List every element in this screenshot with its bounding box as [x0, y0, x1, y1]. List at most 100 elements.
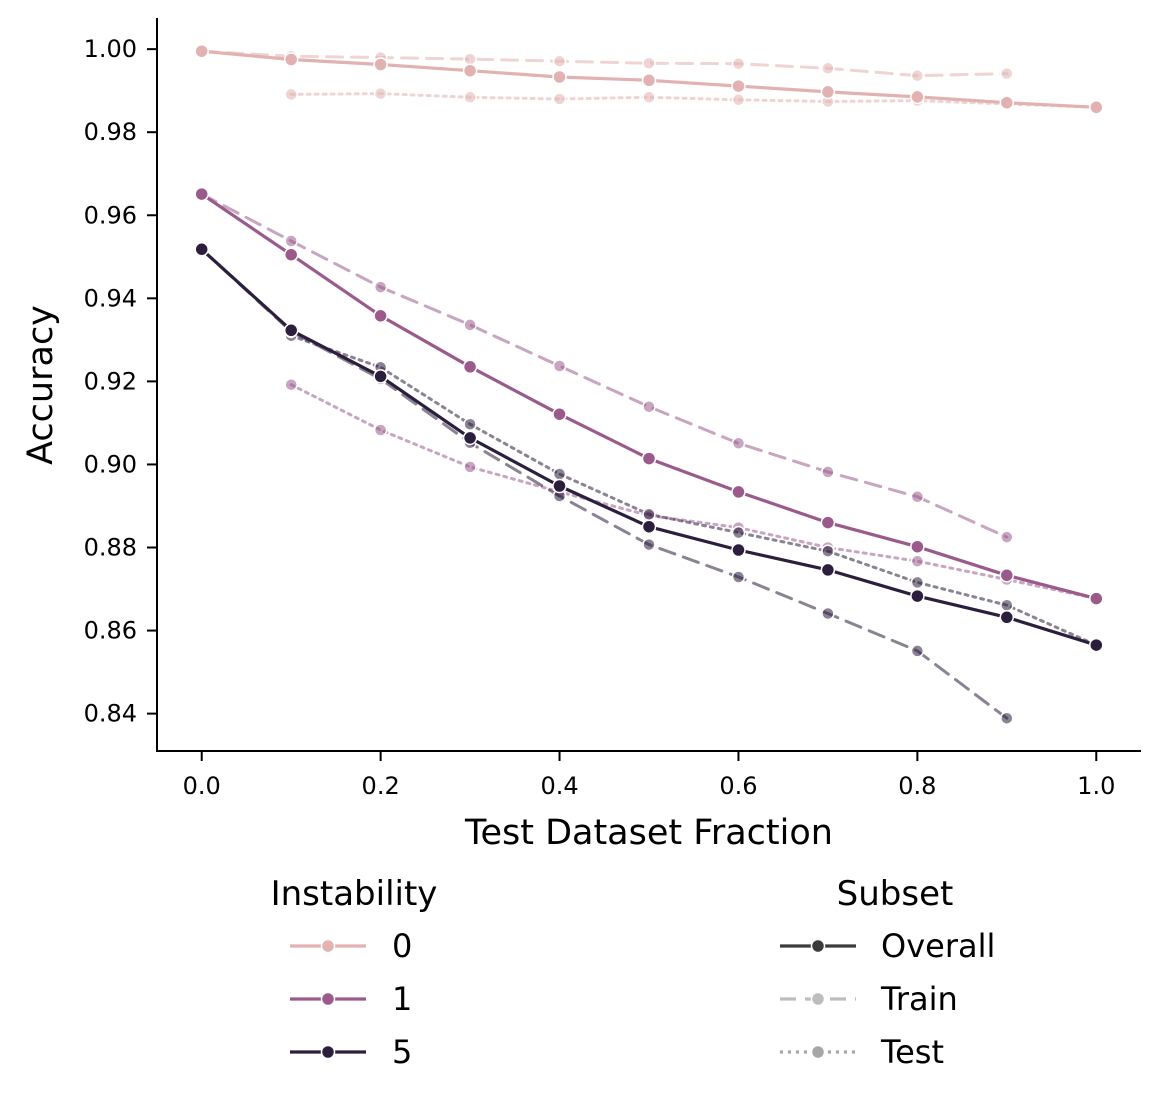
- x-tick-label: 0.2: [362, 772, 400, 800]
- legends: Instability 0 1 5 Subset Overall Train Test: [271, 874, 996, 1071]
- series-0-overall: [194, 43, 1104, 115]
- series-line: [289, 92, 1098, 109]
- data-point: [910, 644, 925, 658]
- data-point: [1000, 66, 1014, 81]
- legend-subset: Subset Overall Train Test: [780, 874, 995, 1071]
- x-tick-label: 1.0: [1077, 772, 1115, 800]
- data-point: [641, 519, 657, 534]
- data-point: [463, 52, 477, 66]
- data-point: [641, 73, 657, 88]
- x-tick-label: 0.6: [719, 772, 757, 800]
- legend-swatch-marker: [810, 938, 826, 954]
- data-point: [731, 570, 746, 584]
- data-point: [642, 507, 656, 522]
- series-1-overall: [194, 186, 1104, 606]
- data-point: [373, 86, 388, 101]
- data-point: [462, 359, 478, 375]
- data-point: [1089, 591, 1104, 606]
- series-line: [200, 192, 1009, 539]
- data-point: [731, 78, 746, 94]
- legend-entry: Test: [780, 1033, 944, 1071]
- data-point: [463, 417, 477, 431]
- data-point: [999, 610, 1015, 625]
- y-axis-label: Accuracy: [21, 305, 61, 465]
- series-5-test: [284, 328, 1104, 652]
- data-point: [910, 575, 925, 590]
- data-point: [910, 554, 925, 568]
- data-point: [999, 95, 1015, 110]
- data-point: [731, 542, 746, 558]
- series-line: [289, 334, 1098, 647]
- data-point: [731, 93, 746, 107]
- data-point: [1089, 100, 1104, 115]
- data-point: [283, 52, 299, 67]
- legend-label: 1: [392, 980, 412, 1018]
- y-tick-label: 0.90: [84, 450, 137, 478]
- data-point: [462, 430, 478, 446]
- data-point: [999, 568, 1015, 583]
- data-point: [642, 537, 656, 552]
- series-1-test: [284, 377, 1104, 606]
- series-layer: [194, 43, 1104, 725]
- data-point: [283, 323, 299, 338]
- legend-instability: Instability 0 1 5: [271, 874, 438, 1071]
- data-point: [1089, 637, 1104, 653]
- data-point: [552, 406, 567, 422]
- data-point: [642, 90, 656, 105]
- x-tick-label: 0.0: [183, 772, 221, 800]
- data-point: [820, 515, 836, 530]
- x-tick-label: 0.4: [540, 772, 578, 800]
- data-point: [284, 234, 298, 248]
- data-point: [373, 57, 388, 72]
- data-point: [1000, 530, 1014, 544]
- data-point: [910, 490, 925, 504]
- series-line: [200, 247, 1098, 647]
- data-point: [552, 478, 567, 494]
- data-point: [910, 68, 925, 83]
- data-point: [821, 61, 835, 76]
- data-point: [821, 606, 835, 621]
- legend-label: 5: [392, 1033, 412, 1071]
- data-point: [642, 399, 656, 414]
- data-point: [552, 92, 567, 106]
- data-point: [731, 436, 746, 451]
- data-point: [731, 525, 746, 540]
- y-tick-label: 0.92: [84, 367, 137, 395]
- legend-swatch-marker: [320, 991, 336, 1007]
- data-point: [373, 423, 388, 437]
- y-tick-label: 0.86: [84, 617, 137, 645]
- data-point: [821, 544, 835, 558]
- legend-label: 0: [392, 927, 412, 965]
- x-tick-label: 0.8: [898, 772, 936, 800]
- data-point: [373, 369, 388, 384]
- data-point: [910, 588, 925, 604]
- data-point: [731, 484, 746, 500]
- legend-swatch-marker: [810, 1044, 826, 1060]
- data-point: [373, 308, 388, 324]
- data-point: [552, 69, 567, 85]
- legend-title: Subset: [837, 874, 954, 914]
- series-line: [200, 247, 1009, 720]
- y-tick-label: 0.94: [84, 284, 137, 312]
- data-point: [820, 84, 836, 100]
- data-point: [373, 280, 388, 294]
- legend-entry: 0: [290, 927, 412, 965]
- data-point: [463, 90, 477, 105]
- data-point: [552, 359, 567, 373]
- data-point: [463, 460, 477, 474]
- y-tick-label: 0.88: [84, 534, 137, 562]
- y-tick-label: 0.84: [84, 700, 137, 728]
- legend-label: Train: [880, 980, 958, 1018]
- series-0-train: [194, 44, 1014, 83]
- series-line: [200, 49, 1009, 78]
- legend-entry: Overall: [780, 927, 995, 965]
- data-point: [284, 377, 298, 392]
- legend-swatch-marker: [810, 991, 826, 1007]
- data-point: [1000, 711, 1014, 725]
- data-point: [910, 539, 925, 554]
- series-5-train: [194, 242, 1014, 725]
- y-tick-label: 0.98: [84, 118, 137, 146]
- data-point: [1000, 598, 1014, 612]
- legend-label: Test: [880, 1033, 944, 1071]
